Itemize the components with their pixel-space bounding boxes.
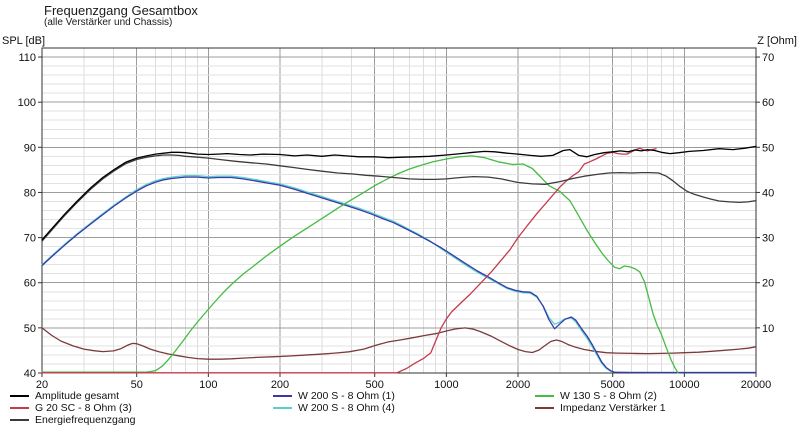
svg-text:60: 60 (24, 278, 36, 290)
svg-text:50: 50 (131, 379, 143, 391)
svg-text:30: 30 (762, 233, 774, 245)
line-swatch-icon (273, 407, 292, 409)
series-w-200-s-8-ohm-1- (41, 176, 757, 374)
svg-text:2000: 2000 (506, 379, 530, 391)
svg-text:40: 40 (24, 368, 36, 380)
legend-column-1: Amplitude gesamt G 20 SC - 8 Ohm (3) Ene… (10, 390, 135, 426)
legend-item-label: Energiefrequenzgang (35, 414, 136, 426)
svg-text:10: 10 (762, 323, 774, 335)
axis-tick-labels: 110 100 90 80 70 60 50 40 70 60 50 40 30 20 10 20 50 100 2… (18, 52, 775, 391)
svg-text:20: 20 (36, 379, 48, 391)
line-swatch-icon (10, 395, 29, 397)
legend-item-label: W 200 S - 8 Ohm (1) (298, 390, 395, 402)
svg-text:50: 50 (762, 142, 774, 154)
legend-item-label: W 130 S - 8 Ohm (2) (560, 390, 657, 402)
svg-text:70: 70 (24, 233, 36, 245)
svg-text:110: 110 (18, 52, 36, 64)
series-energiefrequenzgang (41, 154, 757, 242)
svg-text:20: 20 (762, 278, 774, 290)
legend-item-amplitude-gesamt: Amplitude gesamt (10, 390, 135, 402)
svg-text:80: 80 (24, 187, 36, 199)
line-swatch-icon (535, 407, 554, 409)
legend-item-energiefrequenzgang: Energiefrequenzgang (10, 414, 135, 426)
page-title: Frequenzgang Gesamtbox (44, 3, 198, 18)
grid-lines (41, 47, 757, 374)
legend-item-label: Impedanz Verstärker 1 (560, 402, 666, 414)
svg-text:100: 100 (18, 97, 36, 109)
svg-text:70: 70 (762, 52, 774, 64)
svg-text:500: 500 (366, 379, 384, 391)
chart-legend: Amplitude gesamt G 20 SC - 8 Ohm (3) Ene… (0, 390, 800, 440)
line-swatch-icon (10, 407, 29, 409)
svg-text:40: 40 (762, 187, 774, 199)
series-w-130-s-8-ohm-2- (41, 155, 679, 374)
series-w-200-s-8-ohm-4- (41, 175, 757, 374)
chart-series (41, 145, 757, 374)
legend-item-label: G 20 SC - 8 Ohm (3) (35, 402, 132, 414)
legend-column-2: W 200 S - 8 Ohm (1) W 200 S - 8 Ohm (4) (273, 390, 395, 414)
legend-item-g20sc: G 20 SC - 8 Ohm (3) (10, 402, 135, 414)
legend-item-w200s-1: W 200 S - 8 Ohm (1) (273, 390, 395, 402)
left-axis-label: SPL [dB] (2, 35, 46, 47)
line-swatch-icon (10, 419, 29, 421)
legend-item-label: Amplitude gesamt (35, 390, 120, 402)
svg-text:10000: 10000 (669, 379, 700, 391)
svg-text:60: 60 (762, 97, 774, 109)
legend-item-w130s-2: W 130 S - 8 Ohm (2) (535, 390, 666, 402)
svg-text:20000: 20000 (741, 379, 772, 391)
right-axis-label: Z [Ohm] (757, 35, 797, 47)
svg-text:5000: 5000 (600, 379, 624, 391)
legend-item-impedanz: Impedanz Verstärker 1 (535, 402, 666, 414)
page-subtitle: (alle Verstärker und Chassis) (44, 17, 173, 28)
svg-text:50: 50 (24, 323, 36, 335)
series-impedanz-verst-rker-1 (41, 327, 757, 360)
legend-item-w200s-4: W 200 S - 8 Ohm (4) (273, 402, 395, 414)
series-amplitude-gesamt (41, 145, 757, 241)
series-g-20-sc-8-ohm-3- (41, 147, 657, 374)
svg-text:200: 200 (271, 379, 289, 391)
svg-text:100: 100 (199, 379, 217, 391)
line-swatch-icon (273, 395, 292, 397)
svg-text:90: 90 (24, 142, 36, 154)
svg-text:1000: 1000 (434, 379, 458, 391)
line-swatch-icon (535, 395, 554, 397)
legend-item-label: W 200 S - 8 Ohm (4) (298, 402, 395, 414)
legend-column-3: W 130 S - 8 Ohm (2) Impedanz Verstärker … (535, 390, 666, 414)
